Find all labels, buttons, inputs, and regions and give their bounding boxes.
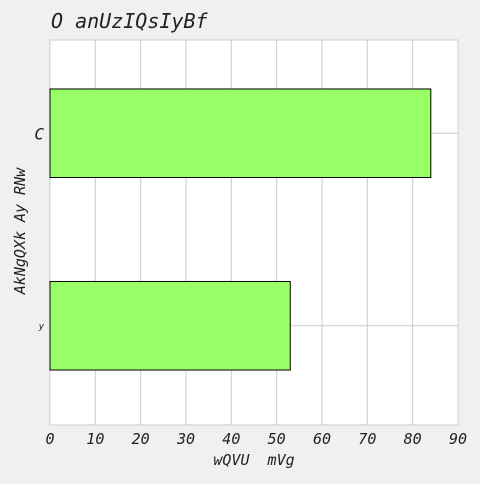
x-tick-label: 50 — [268, 430, 286, 448]
x-tick-label: 70 — [358, 430, 376, 448]
bar-c — [49, 88, 432, 179]
tick-labels: 0 10 20 30 40 50 60 70 80 90 Cy — [34, 124, 467, 448]
x-tick-label: 10 — [86, 430, 104, 448]
x-axis-label: wQVU mVg — [213, 451, 294, 469]
x-tick-label: 40 — [222, 430, 240, 448]
x-tick-label: 0 — [45, 430, 54, 448]
y-tick-label: C — [34, 124, 44, 143]
x-tick-label: 90 — [449, 430, 467, 448]
x-tick-label: 80 — [404, 430, 422, 448]
chart-title: O anUzIQsIyBf — [51, 9, 208, 33]
bar-y — [49, 280, 291, 371]
bars — [49, 88, 432, 371]
x-tick-label: 20 — [132, 430, 150, 448]
y-tick-label: y — [38, 322, 45, 332]
x-tick-label: 60 — [313, 430, 331, 448]
x-tick-label: 30 — [176, 430, 195, 448]
y-axis-label: AkNgQXk Ay RNw — [11, 167, 29, 295]
